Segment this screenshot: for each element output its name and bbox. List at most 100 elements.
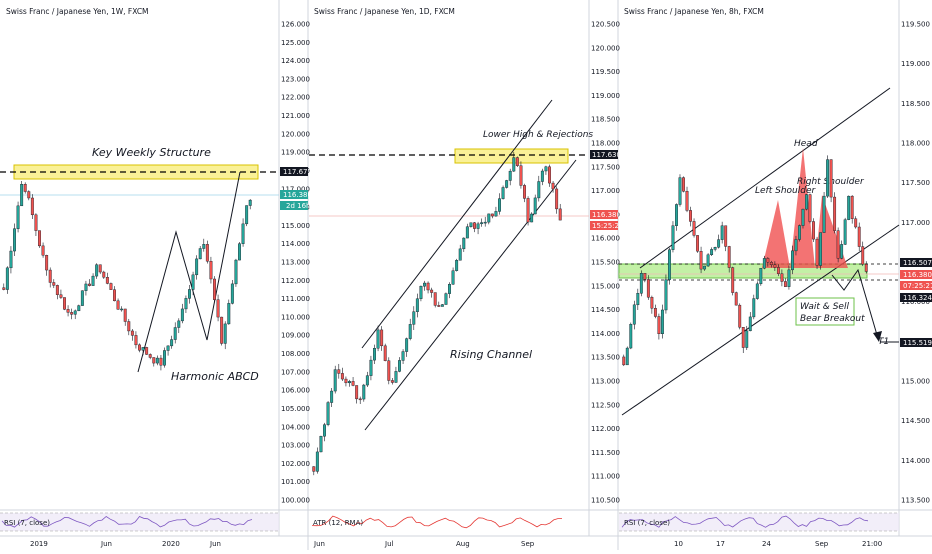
candle-body	[141, 347, 145, 351]
candle-body	[5, 267, 9, 290]
candle-body	[238, 243, 241, 261]
y-tick-label: 102.000	[281, 460, 310, 468]
candle-body	[198, 248, 202, 260]
candle-body	[220, 316, 224, 344]
candle-body	[95, 264, 99, 277]
candle-body	[724, 225, 728, 247]
candle-body	[170, 339, 174, 347]
y-tick-label: 101.000	[281, 478, 310, 486]
y-tick-label: 120.500	[591, 21, 620, 29]
tag-116380-daily: 116.380	[592, 211, 621, 219]
candle-body	[555, 188, 559, 210]
candle-body	[105, 277, 109, 284]
candle-body	[145, 347, 149, 355]
y-tick-label: 115.500	[591, 259, 620, 267]
candle-body	[861, 246, 865, 265]
annotation-left-shoulder: Left Shoulder	[755, 186, 816, 196]
candle-body	[836, 230, 840, 259]
y-tick-label: 119.500	[901, 21, 930, 29]
tag-116507: 116.507	[903, 259, 932, 267]
candle-body	[405, 338, 409, 352]
candle-body	[312, 466, 316, 472]
y-tick-label: 113.000	[591, 378, 620, 386]
candle-body	[523, 185, 526, 199]
candle-body	[755, 283, 759, 299]
candle-body	[216, 299, 220, 318]
xtick: 2020	[162, 540, 180, 548]
candle-body	[180, 308, 184, 322]
candle-body	[692, 221, 696, 236]
y-tick-label: 114.000	[901, 457, 930, 465]
candle-body	[45, 255, 49, 271]
candle-body	[759, 268, 763, 285]
candle-body	[98, 264, 102, 273]
xtick: 2019	[30, 540, 48, 548]
channel3-upper	[639, 87, 891, 269]
y-tick-label: 117.500	[591, 163, 620, 171]
tag-countdown-weekly: 2d 16h	[286, 202, 310, 210]
candle-body	[73, 310, 77, 315]
candle-body	[155, 357, 159, 364]
y-tick-label: 123.000	[281, 75, 310, 83]
candle-body	[116, 300, 120, 310]
candle-body	[826, 159, 830, 197]
left-shoulder-shape	[762, 200, 790, 268]
candle-body	[376, 329, 380, 349]
y-tick-label: 121.000	[281, 112, 310, 120]
annotation-t1: T1	[878, 337, 889, 347]
candle-body	[822, 195, 826, 233]
candle-body	[9, 250, 13, 269]
y-tick-label: 117.500	[901, 179, 930, 187]
lower-high-zone	[454, 148, 569, 164]
candle-body	[519, 165, 523, 186]
y-tick-label: 114.500	[591, 306, 620, 314]
candle-body	[419, 285, 423, 299]
y-tick-label: 104.000	[281, 423, 310, 431]
candle-body	[209, 261, 213, 280]
tag-116380-8h: 116.380	[903, 271, 932, 279]
candle-body	[668, 249, 671, 280]
y-tick-label: 118.000	[901, 140, 930, 148]
candle-body	[241, 223, 245, 244]
candle-body	[512, 157, 516, 172]
candle-body	[780, 273, 784, 282]
candle-body	[202, 244, 206, 249]
candle-body	[864, 264, 868, 272]
y-tick-label: 106.000	[281, 387, 310, 395]
candle-body	[819, 232, 822, 266]
tag-117677: 117.677	[283, 168, 312, 176]
candle-body	[632, 304, 636, 325]
y-tick-label: 114.000	[281, 240, 310, 248]
candle-body	[227, 303, 231, 325]
candle-body	[387, 360, 391, 381]
indicator-label-8h: RSI (7, close)	[624, 519, 670, 527]
candle-body	[48, 269, 52, 283]
candle-body	[337, 369, 341, 374]
candle-body	[639, 273, 643, 294]
candle-body	[355, 385, 359, 400]
candle-body	[847, 195, 851, 220]
xtick: 24	[762, 540, 771, 548]
candle-body	[408, 324, 412, 339]
candle-body	[383, 345, 387, 361]
candle-body	[773, 264, 777, 268]
candle-body	[710, 249, 714, 256]
y-tick-label: 118.000	[591, 140, 620, 148]
candle-body	[351, 381, 355, 386]
candle-body	[840, 244, 844, 259]
candle-body	[490, 213, 494, 217]
candle-body	[805, 194, 808, 210]
candle-body	[469, 222, 473, 227]
candle-body	[629, 324, 633, 349]
candle-body	[34, 214, 38, 231]
tag-116380-weekly: 116.380	[283, 191, 312, 199]
y-tick-label: 115.000	[281, 222, 310, 230]
candle-body	[84, 283, 88, 291]
candle-body	[2, 287, 6, 290]
candle-body	[91, 275, 95, 286]
y-axis-weekly: 126.000 125.000 124.000 123.000 122.000 121.0…	[281, 21, 310, 505]
candle-body	[703, 265, 707, 270]
candle-body	[223, 323, 227, 344]
candle-body	[205, 244, 209, 262]
